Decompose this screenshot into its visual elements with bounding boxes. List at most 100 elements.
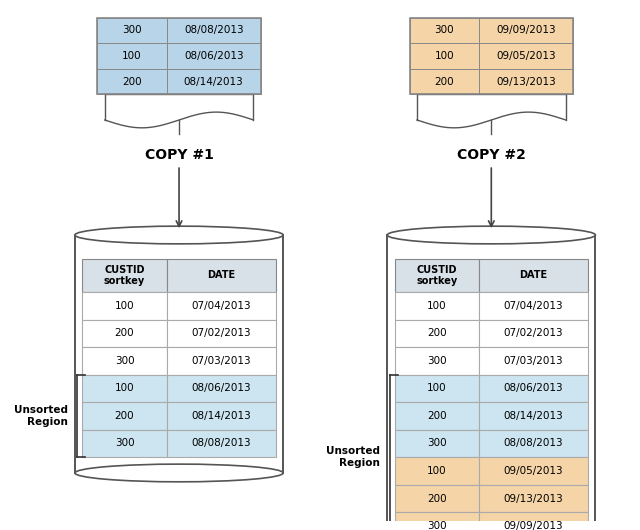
Text: 09/09/2013: 09/09/2013 — [504, 521, 563, 530]
FancyBboxPatch shape — [166, 292, 276, 320]
FancyBboxPatch shape — [83, 430, 166, 457]
Text: 08/08/2013: 08/08/2013 — [184, 25, 244, 36]
FancyBboxPatch shape — [395, 292, 479, 320]
Text: 09/13/2013: 09/13/2013 — [504, 493, 563, 503]
Text: 07/02/2013: 07/02/2013 — [504, 329, 563, 338]
Text: 300: 300 — [427, 356, 447, 366]
FancyBboxPatch shape — [83, 402, 166, 430]
FancyBboxPatch shape — [83, 347, 166, 375]
FancyBboxPatch shape — [166, 402, 276, 430]
FancyBboxPatch shape — [479, 485, 588, 513]
Text: 200: 200 — [427, 411, 447, 421]
Text: COPY #2: COPY #2 — [457, 148, 525, 162]
Text: 08/06/2013: 08/06/2013 — [191, 383, 251, 393]
FancyBboxPatch shape — [479, 513, 588, 530]
FancyBboxPatch shape — [479, 347, 588, 375]
Text: DATE: DATE — [207, 270, 236, 280]
FancyBboxPatch shape — [479, 17, 573, 43]
Text: 08/08/2013: 08/08/2013 — [504, 438, 563, 448]
FancyBboxPatch shape — [83, 292, 166, 320]
Text: 200: 200 — [115, 329, 134, 338]
FancyBboxPatch shape — [395, 485, 479, 513]
Text: 200: 200 — [427, 329, 447, 338]
Text: 100: 100 — [427, 466, 447, 476]
Text: 100: 100 — [427, 301, 447, 311]
Text: 100: 100 — [427, 383, 447, 393]
Text: DATE: DATE — [520, 270, 547, 280]
FancyBboxPatch shape — [395, 320, 479, 347]
FancyBboxPatch shape — [83, 259, 166, 292]
Text: 08/14/2013: 08/14/2013 — [191, 411, 251, 421]
FancyBboxPatch shape — [479, 43, 573, 69]
FancyBboxPatch shape — [166, 43, 261, 69]
Text: COPY #1: COPY #1 — [145, 148, 214, 162]
Text: 07/03/2013: 07/03/2013 — [191, 356, 251, 366]
Text: 08/14/2013: 08/14/2013 — [504, 411, 563, 421]
FancyBboxPatch shape — [479, 292, 588, 320]
Ellipse shape — [75, 226, 283, 244]
FancyBboxPatch shape — [395, 259, 479, 292]
Text: CUSTID
sortkey: CUSTID sortkey — [416, 265, 458, 286]
FancyBboxPatch shape — [395, 513, 479, 530]
Text: 100: 100 — [115, 301, 134, 311]
FancyBboxPatch shape — [166, 17, 261, 43]
FancyBboxPatch shape — [166, 69, 261, 94]
Text: 100: 100 — [435, 51, 454, 61]
Text: 09/13/2013: 09/13/2013 — [496, 77, 556, 86]
FancyBboxPatch shape — [479, 320, 588, 347]
FancyBboxPatch shape — [97, 17, 166, 43]
Text: Unsorted
Region: Unsorted Region — [326, 446, 380, 468]
FancyBboxPatch shape — [479, 457, 588, 485]
Text: 100: 100 — [115, 383, 134, 393]
FancyBboxPatch shape — [479, 69, 573, 94]
FancyBboxPatch shape — [166, 259, 276, 292]
FancyBboxPatch shape — [410, 43, 479, 69]
Text: 300: 300 — [115, 356, 134, 366]
Text: 09/05/2013: 09/05/2013 — [496, 51, 556, 61]
Text: 100: 100 — [122, 51, 142, 61]
FancyBboxPatch shape — [410, 69, 479, 94]
Text: 200: 200 — [122, 77, 142, 86]
FancyBboxPatch shape — [395, 347, 479, 375]
Text: 08/06/2013: 08/06/2013 — [184, 51, 244, 61]
Text: 09/05/2013: 09/05/2013 — [504, 466, 563, 476]
FancyBboxPatch shape — [395, 402, 479, 430]
FancyBboxPatch shape — [166, 320, 276, 347]
Text: 08/06/2013: 08/06/2013 — [504, 383, 563, 393]
FancyBboxPatch shape — [166, 430, 276, 457]
Text: 300: 300 — [427, 521, 447, 530]
FancyBboxPatch shape — [479, 430, 588, 457]
FancyBboxPatch shape — [395, 457, 479, 485]
FancyBboxPatch shape — [97, 43, 166, 69]
Text: 09/09/2013: 09/09/2013 — [496, 25, 556, 36]
FancyBboxPatch shape — [83, 375, 166, 402]
FancyBboxPatch shape — [479, 259, 588, 292]
Ellipse shape — [75, 464, 283, 482]
Ellipse shape — [387, 226, 595, 244]
Text: 300: 300 — [115, 438, 134, 448]
Text: CUSTID
sortkey: CUSTID sortkey — [104, 265, 145, 286]
FancyBboxPatch shape — [97, 69, 166, 94]
FancyBboxPatch shape — [387, 235, 595, 530]
FancyBboxPatch shape — [410, 17, 479, 43]
Text: 07/04/2013: 07/04/2013 — [504, 301, 563, 311]
FancyBboxPatch shape — [479, 402, 588, 430]
Text: Unsorted
Region: Unsorted Region — [13, 405, 67, 427]
Text: 07/02/2013: 07/02/2013 — [191, 329, 251, 338]
Text: 07/03/2013: 07/03/2013 — [504, 356, 563, 366]
Text: 08/14/2013: 08/14/2013 — [184, 77, 244, 86]
FancyBboxPatch shape — [166, 347, 276, 375]
Text: 200: 200 — [435, 77, 454, 86]
Text: 200: 200 — [115, 411, 134, 421]
Text: 07/04/2013: 07/04/2013 — [191, 301, 251, 311]
Text: 08/08/2013: 08/08/2013 — [191, 438, 251, 448]
FancyBboxPatch shape — [479, 375, 588, 402]
FancyBboxPatch shape — [395, 375, 479, 402]
FancyBboxPatch shape — [395, 430, 479, 457]
Text: 300: 300 — [435, 25, 454, 36]
FancyBboxPatch shape — [75, 235, 283, 473]
Text: 300: 300 — [427, 438, 447, 448]
Text: 200: 200 — [427, 493, 447, 503]
Text: 300: 300 — [122, 25, 142, 36]
FancyBboxPatch shape — [166, 375, 276, 402]
